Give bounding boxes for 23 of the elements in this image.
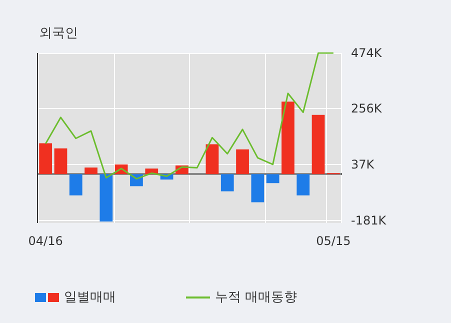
y-tick-label: -181K bbox=[351, 213, 388, 228]
bar bbox=[296, 174, 310, 196]
bar bbox=[282, 102, 294, 174]
chart-title: 외국인 bbox=[39, 26, 78, 41]
legend-label: 일별매매 bbox=[64, 290, 116, 305]
legend-label: 누적 매매동향 bbox=[215, 290, 298, 305]
bar bbox=[100, 174, 113, 222]
bar bbox=[266, 174, 280, 184]
bar bbox=[69, 174, 82, 196]
y-tick-label: 37K bbox=[351, 158, 376, 172]
bar bbox=[206, 144, 219, 174]
bar bbox=[251, 174, 264, 202]
bar bbox=[312, 114, 325, 174]
bar bbox=[236, 149, 249, 174]
x-tick-label: 04/16 bbox=[28, 234, 63, 248]
bar bbox=[39, 143, 52, 174]
line-series bbox=[44, 52, 334, 180]
bar bbox=[54, 148, 68, 174]
y-tick-label: 474K bbox=[351, 46, 383, 60]
bar bbox=[84, 168, 98, 174]
x-tick-label: 05/15 bbox=[316, 234, 351, 248]
y-tick-label: 256K bbox=[351, 102, 383, 116]
bar bbox=[220, 174, 234, 192]
